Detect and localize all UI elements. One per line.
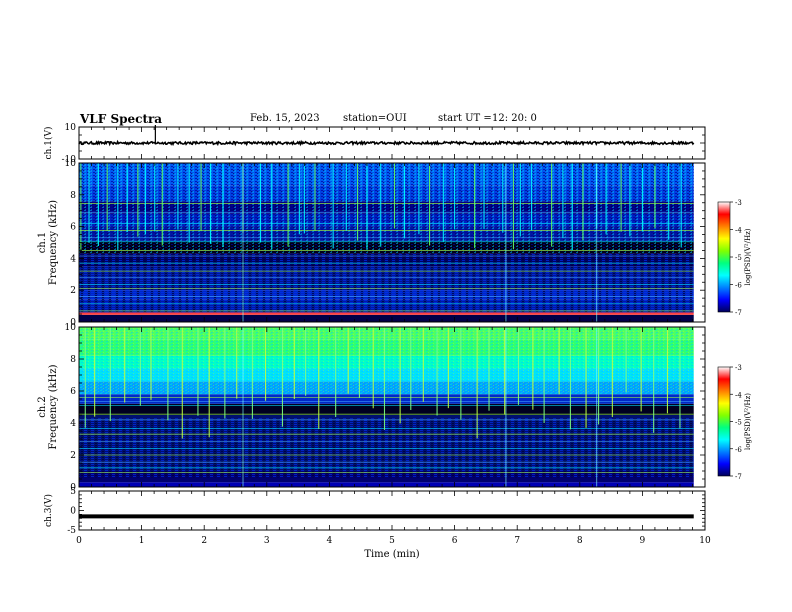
x-tick-label: 9 — [640, 536, 646, 546]
colorbar-tick-label: -6 — [735, 446, 742, 454]
spectrogram-y-label: Frequency (kHz) — [48, 200, 59, 285]
x-tick-label: 5 — [389, 536, 395, 546]
y-tick-label: 4 — [70, 419, 76, 429]
ch2-spectrogram-panel: 0 2 4 6 8 10 ch.2 Frequency (kHz) — [37, 323, 706, 493]
colorbar-tick-label: -3 — [735, 199, 742, 207]
spectrogram-frame — [78, 162, 706, 323]
spectrogram-band — [79, 314, 694, 322]
y-tick-label: -10 — [62, 155, 77, 165]
x-tick-label: 1 — [139, 536, 145, 546]
station-label: station=OUI — [343, 113, 407, 124]
colorbar-tick-label: -3 — [735, 364, 742, 372]
y-tick-label: 10 — [65, 159, 77, 169]
start-time-label: start UT = — [438, 113, 492, 124]
ch3-frame — [78, 490, 706, 531]
ch1-colorbar: -3 -4 -5 -6 -7 log(PSD)(V²/Hz) — [717, 199, 752, 317]
y-tick-label: 0 — [70, 483, 76, 493]
x-tick-label: 7 — [514, 536, 520, 546]
x-tick-label: 4 — [327, 536, 333, 546]
ch1-waveform-panel: 10 -10 ch.1(V) — [43, 123, 706, 165]
x-tick-label: 8 — [577, 536, 583, 546]
x-tick-label: 3 — [264, 536, 270, 546]
x-tick-label: 6 — [452, 536, 458, 546]
y-tick-label: 2 — [70, 451, 76, 461]
x-axis-label: Time (min) — [364, 549, 419, 560]
colorbar-gradient — [717, 201, 731, 313]
ch3-y-label: ch.3(V) — [43, 494, 54, 527]
chart-title: VLF Spectra — [80, 112, 163, 126]
ch1-frame — [78, 126, 706, 160]
colorbar-tick-label: -5 — [735, 254, 742, 262]
spectrogram-y-label: Frequency (kHz) — [48, 364, 59, 449]
colorbar-tick-label: -7 — [735, 473, 742, 481]
spectrogram-texture — [79, 163, 694, 254]
y-tick-label: 0 — [70, 507, 76, 517]
y-tick-label: 0 — [70, 318, 76, 328]
spectrogram-channel-label: ch.2 — [37, 396, 48, 418]
colorbar-tick-label: -6 — [735, 282, 742, 290]
spectrogram-channel-label: ch.1 — [37, 232, 48, 254]
y-tick-label: 2 — [70, 286, 76, 296]
colorbar-label: log(PSD)(V²/Hz) — [744, 228, 752, 285]
y-tick-label: 8 — [70, 355, 76, 365]
x-tick-label: 10 — [699, 536, 711, 546]
x-tick-label: 2 — [201, 536, 207, 546]
spectrogram-band — [79, 482, 694, 487]
spectrogram-band — [79, 403, 694, 415]
y-tick-label: 10 — [65, 123, 77, 133]
colorbar-tick-label: -7 — [735, 309, 742, 317]
colorbar-gradient — [717, 366, 731, 477]
x-tick-label: 0 — [76, 536, 82, 546]
y-tick-label: -5 — [67, 526, 76, 536]
ch1-y-label: ch.1(V) — [43, 127, 54, 160]
colorbar-label: log(PSD)(V²/Hz) — [744, 393, 752, 450]
spectrogram-frame — [78, 326, 706, 488]
ch1-trace — [78, 139, 695, 147]
y-tick-label: 4 — [70, 254, 76, 264]
colorbar-tick-label: -4 — [735, 227, 742, 235]
spectrogram-texture — [79, 327, 694, 395]
spectrogram-texture — [79, 418, 694, 478]
y-tick-label: 6 — [70, 387, 76, 397]
ch2-colorbar: -3 -4 -5 -6 -7 log(PSD)(V²/Hz) — [717, 364, 752, 481]
ch1-spectrogram-panel: 0 2 4 6 8 10 ch.1 Frequency (kHz) — [37, 159, 706, 328]
y-tick-label: 6 — [70, 223, 76, 233]
y-tick-label: 8 — [70, 191, 76, 201]
colorbar-tick-label: -4 — [735, 391, 742, 399]
spectrogram-band — [79, 394, 694, 404]
colorbar-tick-label: -5 — [735, 419, 742, 427]
y-tick-label: 10 — [65, 323, 77, 333]
y-tick-label: 5 — [70, 487, 76, 497]
spectrogram-band — [79, 312, 694, 315]
start-time-value: 12: 20: 0 — [492, 113, 537, 124]
date-label: Feb. 15, 2023 — [250, 113, 320, 124]
